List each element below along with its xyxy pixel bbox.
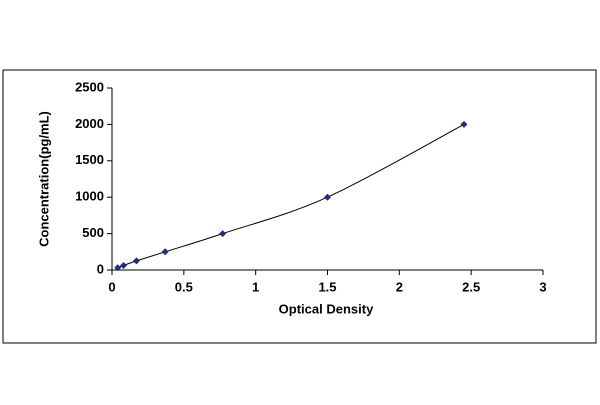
y-tick-label: 2500 — [75, 79, 104, 94]
data-point — [324, 193, 331, 201]
y-axis-title: Concentration(pg/mL) — [36, 111, 51, 247]
data-point — [460, 120, 468, 128]
data-point — [161, 248, 169, 256]
y-tick-label: 1500 — [75, 152, 104, 167]
x-tick-label: 1 — [252, 279, 259, 294]
y-tick-label: 1000 — [75, 189, 104, 204]
y-tick-label: 0 — [97, 261, 104, 276]
y-tick-label: 2000 — [75, 116, 104, 131]
x-tick-label: 2 — [396, 279, 403, 294]
x-tick-label: 0 — [108, 279, 115, 294]
data-point — [119, 261, 127, 269]
data-point — [114, 264, 122, 272]
x-tick-label: 3 — [539, 279, 546, 294]
x-tick-label: 2.5 — [462, 279, 480, 294]
y-tick-label: 500 — [82, 225, 104, 240]
data-point — [219, 230, 227, 238]
chart-frame — [2, 69, 597, 344]
data-point — [132, 257, 140, 265]
x-tick-label: 1.5 — [318, 279, 336, 294]
x-tick-label: 0.5 — [175, 279, 193, 294]
x-axis-title: Optical Density — [279, 301, 374, 316]
